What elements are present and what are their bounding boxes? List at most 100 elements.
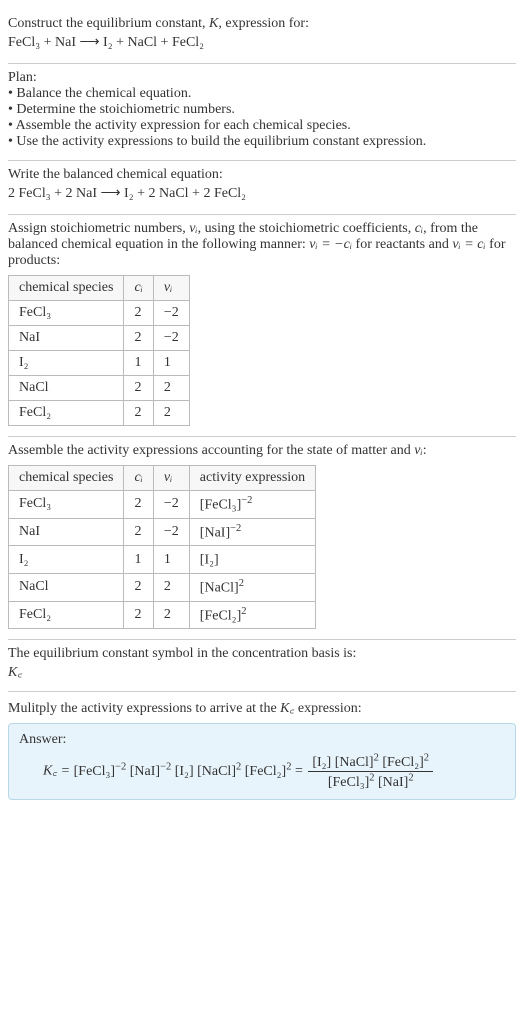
stoich-text-d: for reactants and (352, 237, 452, 252)
term-exp: −2 (115, 761, 126, 772)
cell-ci: 1 (124, 546, 153, 574)
nu-symbol: νᵢ (414, 443, 422, 458)
th-nu: νᵢ (153, 466, 189, 491)
activity-table: chemical species cᵢ νᵢ activity expressi… (8, 465, 316, 629)
th-activity: activity expression (189, 466, 315, 491)
th-ci: cᵢ (124, 276, 153, 301)
term-exp: 2 (408, 772, 413, 783)
multiply-line: Mulitply the activity expressions to arr… (8, 698, 516, 717)
term: [FeCl₃]2 (328, 775, 375, 790)
term-base: [NaCl] (197, 764, 236, 779)
act-exp: 2 (241, 606, 246, 617)
term: [I₂] (175, 764, 194, 779)
cell-species: FeCl₃ (9, 301, 124, 326)
answer-box: Answer: K꜀ = [FeCl₃]−2 [NaI]−2 [I₂] [NaC… (8, 723, 516, 799)
cell-nu: 2 (153, 376, 189, 401)
cell-activity: [I₂] (189, 546, 315, 574)
rel2: νᵢ = cᵢ (452, 237, 485, 252)
answer-expression: K꜀ = [FeCl₃]−2 [NaI]−2 [I₂] [NaCl]2 [FeC… (19, 752, 505, 790)
plan-item-0: • Balance the chemical equation. (8, 86, 516, 102)
cell-activity: [FeCl₂]2 (189, 601, 315, 629)
term: [FeCl₂]2 (245, 764, 292, 779)
cell-ci: 2 (124, 601, 153, 629)
cell-nu: −2 (153, 491, 189, 519)
multiply-text-b: expression: (294, 701, 361, 716)
term: [NaI]2 (378, 775, 414, 790)
cell-ci: 2 (124, 573, 153, 601)
kc-lhs: K꜀ = (43, 764, 74, 779)
balanced-section: Write the balanced chemical equation: 2 … (8, 161, 516, 215)
cell-ci: 2 (124, 401, 153, 426)
prompt-section: Construct the equilibrium constant, K, e… (8, 8, 516, 64)
cell-species: I₂ (9, 351, 124, 376)
equals: = (295, 764, 306, 779)
table-row: NaI2−2[NaI]−2 (9, 518, 316, 546)
term-base: [FeCl₂] (245, 764, 286, 779)
kc-symbol: K꜀ (8, 662, 516, 681)
act-base: [FeCl₃] (200, 498, 241, 513)
table-header-row: chemical species cᵢ νᵢ activity expressi… (9, 466, 316, 491)
cell-activity: [NaI]−2 (189, 518, 315, 546)
act-exp: −2 (241, 495, 252, 506)
act-exp: 2 (239, 578, 244, 589)
plan-item-3: • Use the activity expressions to build … (8, 134, 516, 150)
unbalanced-equation: FeCl₃ + NaI ⟶ I₂ + NaCl + FeCl₂ (8, 34, 516, 51)
term-exp: 2 (374, 752, 379, 763)
plan-item-2: • Assemble the activity expression for e… (8, 118, 516, 134)
stoich-text-a: Assign stoichiometric numbers, (8, 221, 189, 236)
table-row: NaI2−2 (9, 326, 190, 351)
cell-activity: [FeCl₃]−2 (189, 491, 315, 519)
cell-species: NaI (9, 518, 124, 546)
stoich-text-b: , using the stoichiometric coefficients, (198, 221, 415, 236)
term: [I₂] (312, 755, 331, 770)
th-ci: cᵢ (124, 466, 153, 491)
act-base: [NaI] (200, 525, 230, 540)
ci-symbol: cᵢ (415, 221, 423, 236)
table-header-row: chemical species cᵢ νᵢ (9, 276, 190, 301)
table-row: FeCl₂22 (9, 401, 190, 426)
cell-nu: 1 (153, 351, 189, 376)
term: [FeCl₃]−2 (74, 764, 127, 779)
table-row: FeCl₂22[FeCl₂]2 (9, 601, 316, 629)
term: [NaI]−2 (130, 764, 171, 779)
term-base: [NaI] (378, 775, 408, 790)
kc-line1: The equilibrium constant symbol in the c… (8, 646, 516, 662)
activity-intro: Assemble the activity expressions accoun… (8, 443, 516, 459)
kc-symbol: K꜀ (280, 701, 294, 716)
cell-ci: 2 (124, 326, 153, 351)
term-base: [FeCl₃] (328, 775, 369, 790)
balanced-equation: 2 FeCl₃ + 2 NaI ⟶ I₂ + 2 NaCl + 2 FeCl₂ (8, 185, 516, 202)
cell-nu: 1 (153, 546, 189, 574)
cell-species: NaI (9, 326, 124, 351)
cell-nu: −2 (153, 301, 189, 326)
stoich-section: Assign stoichiometric numbers, νᵢ, using… (8, 215, 516, 437)
answer-label: Answer: (19, 732, 505, 748)
term: [NaCl]2 (335, 755, 379, 770)
cell-ci: 2 (124, 491, 153, 519)
term-exp: 2 (424, 752, 429, 763)
stoich-intro: Assign stoichiometric numbers, νᵢ, using… (8, 221, 516, 269)
activity-text-b: : (423, 443, 427, 458)
table-row: NaCl22[NaCl]2 (9, 573, 316, 601)
prompt-line: Construct the equilibrium constant, K, e… (8, 16, 516, 32)
cell-nu: −2 (153, 326, 189, 351)
cell-nu: 2 (153, 573, 189, 601)
term-base: [NaI] (130, 764, 160, 779)
multiply-section: Mulitply the activity expressions to arr… (8, 692, 516, 809)
cell-species: FeCl₂ (9, 601, 124, 629)
table-row: I₂11 (9, 351, 190, 376)
table-row: I₂11[I₂] (9, 546, 316, 574)
cell-nu: 2 (153, 401, 189, 426)
cell-nu: 2 (153, 601, 189, 629)
fraction-numerator: [I₂] [NaCl]2 [FeCl₂]2 (308, 752, 433, 772)
term: [FeCl₂]2 (382, 755, 429, 770)
nu-symbol: νᵢ (189, 221, 197, 236)
activity-text-a: Assemble the activity expressions accoun… (8, 443, 414, 458)
stoich-table: chemical species cᵢ νᵢ FeCl₃2−2 NaI2−2 I… (8, 275, 190, 426)
k-symbol: K (209, 16, 218, 31)
prompt-text-a: Construct the equilibrium constant, (8, 16, 209, 31)
th-species: chemical species (9, 276, 124, 301)
term-exp: 2 (236, 761, 241, 772)
term-base: [I₂] (175, 764, 194, 779)
term-base: [FeCl₃] (74, 764, 115, 779)
